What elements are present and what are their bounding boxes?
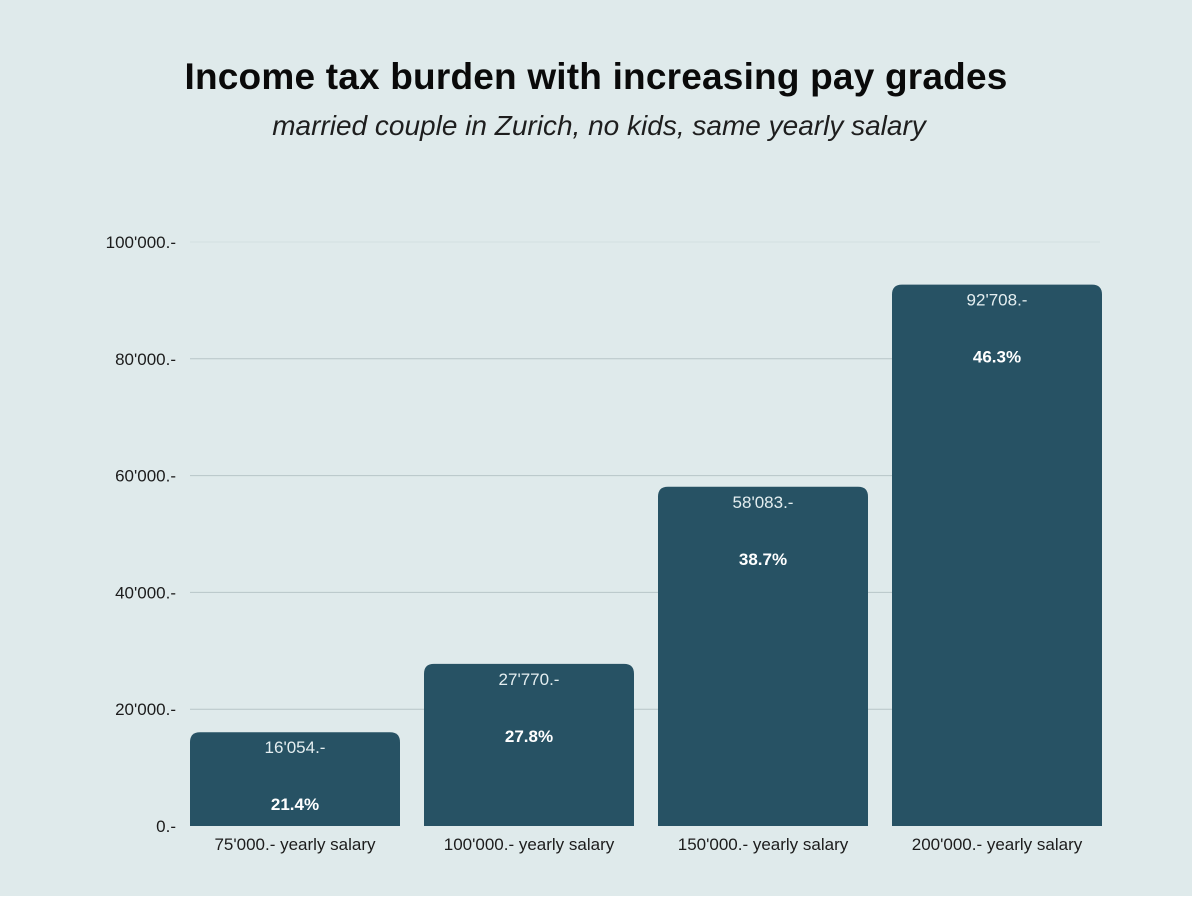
bar-percent-label: 27.8% [505,727,553,746]
x-category-label: 75'000.- yearly salary [214,835,376,854]
y-tick-label: 20'000.- [115,700,176,719]
bar-value-label: 16'054.- [265,738,326,757]
y-tick-label: 80'000.- [115,350,176,369]
x-category-label: 200'000.- yearly salary [912,835,1083,854]
x-category-label: 100'000.- yearly salary [444,835,615,854]
y-tick-label: 60'000.- [115,467,176,486]
bar [190,732,400,826]
x-category-label: 150'000.- yearly salary [678,835,849,854]
bar-percent-label: 46.3% [973,348,1021,367]
bar-value-label: 27'770.- [499,670,560,689]
chart-subtitle: married couple in Zurich, no kids, same … [272,110,926,141]
bar [424,663,634,826]
bar [658,486,868,826]
y-tick-label: 100'000.- [106,233,176,252]
bar [892,284,1102,826]
bar-value-label: 58'083.- [733,493,794,512]
y-tick-label: 0.- [156,817,176,836]
bar-value-label: 92'708.- [967,291,1028,310]
y-tick-label: 40'000.- [115,583,176,602]
bar-percent-label: 21.4% [271,795,319,814]
bar-percent-label: 38.7% [739,550,787,569]
chart-title: Income tax burden with increasing pay gr… [184,56,1008,97]
